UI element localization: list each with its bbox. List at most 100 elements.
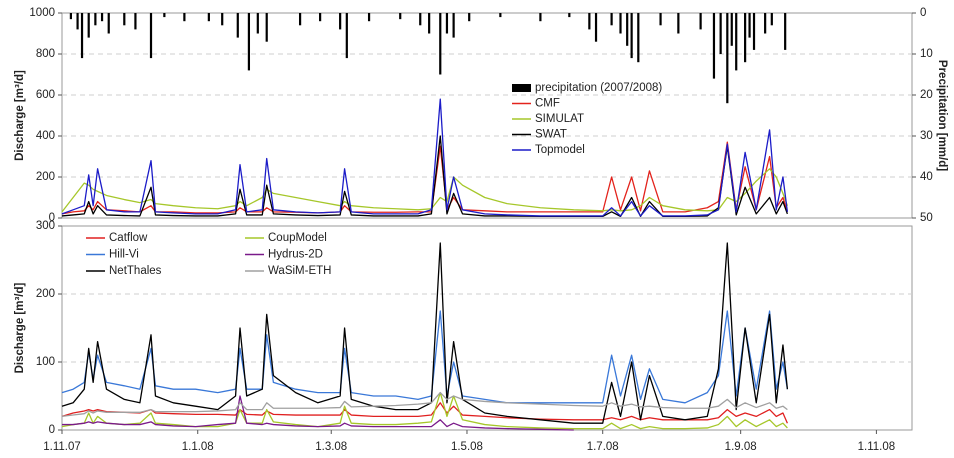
precipitation-bar xyxy=(76,13,79,30)
x-tick-label: 1.7.08 xyxy=(587,441,619,453)
precipitation-bar xyxy=(610,13,613,26)
y2-tick-label: 0 xyxy=(920,7,926,19)
precipitation-bar xyxy=(770,13,773,26)
precipitation-bar xyxy=(619,13,622,34)
legend-label: CoupModel xyxy=(268,232,327,244)
precipitation-bar xyxy=(735,13,738,71)
y2-axis-title: Precipitation [mm/d] xyxy=(936,60,948,171)
precipitation-bar xyxy=(428,13,431,34)
series-line xyxy=(61,135,789,218)
x-tick-label: 1.9.08 xyxy=(725,441,757,453)
precipitation-bar xyxy=(730,13,733,46)
precipitation-bar xyxy=(539,13,542,22)
precipitation-bar xyxy=(339,13,342,30)
precipitation-bar xyxy=(399,13,402,20)
precipitation-bar xyxy=(319,13,322,22)
precipitation-bar xyxy=(764,13,767,34)
y-tick-label: 0 xyxy=(49,424,55,436)
legend-label: Topmodel xyxy=(535,144,585,156)
series-line xyxy=(61,242,789,424)
legend-label: NetThales xyxy=(109,265,162,277)
precipitation-bar xyxy=(744,13,747,63)
series-line xyxy=(61,168,789,213)
precipitation-bar xyxy=(247,13,251,71)
y-tick-label: 200 xyxy=(36,288,55,300)
y-axis-title: Discharge [m³/d] xyxy=(14,282,26,373)
series-line xyxy=(62,395,574,431)
precipitation-bar xyxy=(630,13,633,59)
y-tick-label: 200 xyxy=(36,171,55,183)
y-axis-title: Discharge [m³/d] xyxy=(14,70,26,161)
precipitation-bar xyxy=(419,13,422,26)
x-tick-label: 1.3.08 xyxy=(315,441,347,453)
y2-tick-label: 20 xyxy=(920,89,933,101)
precipitation-bar xyxy=(134,13,137,30)
precipitation-bar xyxy=(637,13,640,63)
legend-label: Hill-Vi xyxy=(109,249,139,261)
precipitation-bar xyxy=(87,13,90,38)
precipitation-bar xyxy=(236,13,239,38)
legend-label: precipitation (2007/2008) xyxy=(535,82,662,94)
precipitation-bar xyxy=(445,13,449,34)
precipitation-bar xyxy=(594,13,598,42)
y2-tick-label: 50 xyxy=(920,212,933,224)
series-line xyxy=(61,141,789,215)
precipitation-bar xyxy=(712,13,716,79)
precipitation-bar xyxy=(345,13,348,59)
legend-label: SIMULAT xyxy=(535,113,584,125)
precipitation-bar xyxy=(499,13,502,18)
precipitation-bar xyxy=(452,13,455,38)
precipitation-bar xyxy=(100,13,104,22)
x-tick-label: 1.11.07 xyxy=(43,441,81,453)
precipitation-bar xyxy=(677,13,680,34)
precipitation-bar xyxy=(123,13,126,26)
precipitation-bar xyxy=(163,13,166,18)
precipitation-bar xyxy=(748,13,751,38)
plot-frame xyxy=(61,225,913,431)
y-tick-label: 600 xyxy=(36,89,55,101)
x-tick-label: 1.5.08 xyxy=(451,441,483,453)
precipitation-bar xyxy=(659,13,662,26)
precipitation-bar xyxy=(265,13,268,42)
precipitation-bar xyxy=(107,13,110,34)
precipitation-bar xyxy=(588,13,591,30)
legend-key xyxy=(512,84,531,92)
precipitation-bar xyxy=(221,13,224,26)
precipitation-bar xyxy=(94,13,97,26)
y-tick-label: 100 xyxy=(36,356,55,368)
legend-label: CMF xyxy=(535,98,560,110)
series-line xyxy=(61,98,789,217)
precipitation-bar xyxy=(80,13,84,59)
precipitation-bar xyxy=(69,13,73,20)
precipitation-bar xyxy=(149,13,153,59)
legend-label: Catflow xyxy=(109,232,148,244)
precipitation-bar xyxy=(298,13,302,26)
precipitation-bar xyxy=(726,13,729,104)
x-tick-label: 1.11.08 xyxy=(858,441,896,453)
precipitation-bar xyxy=(256,13,259,34)
series-line xyxy=(61,391,788,418)
series-line xyxy=(61,310,789,404)
y-tick-label: 800 xyxy=(36,48,55,60)
y-tick-label: 1000 xyxy=(29,7,55,19)
precipitation-bar xyxy=(752,13,756,50)
precipitation-bar xyxy=(699,13,702,30)
legend-label: SWAT xyxy=(535,129,567,141)
precipitation-bar xyxy=(568,13,571,18)
legend-label: WaSiM-ETH xyxy=(268,265,331,277)
precipitation-bar xyxy=(439,13,442,75)
precipitation-bar xyxy=(719,13,722,54)
precipitation-bar xyxy=(626,13,629,46)
precipitation-bar xyxy=(207,13,210,22)
y-tick-label: 400 xyxy=(36,130,55,142)
y2-tick-label: 40 xyxy=(920,171,933,183)
y-tick-label: 0 xyxy=(49,212,55,224)
y2-tick-label: 10 xyxy=(920,48,933,60)
precipitation-bar xyxy=(468,13,471,22)
plot-frame xyxy=(61,12,913,219)
precipitation-bar xyxy=(784,13,787,50)
x-tick-label: 1.1.08 xyxy=(182,441,214,453)
y-tick-label: 300 xyxy=(36,220,55,232)
